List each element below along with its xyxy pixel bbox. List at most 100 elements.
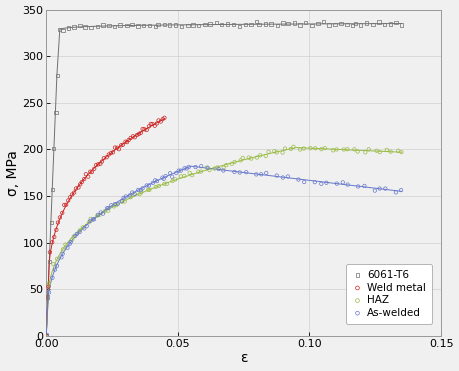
Weld metal (66, 194, 73, 200)
Weld metal (127, 135, 134, 141)
As-welded (53, 263, 61, 269)
HAZ (50, 261, 57, 267)
HAZ (247, 155, 255, 161)
HAZ (53, 256, 61, 262)
As-welded (81, 226, 88, 232)
As-welded (257, 171, 265, 177)
6061-T6 (134, 23, 142, 29)
Weld metal (100, 155, 107, 161)
As-welded (103, 205, 111, 211)
As-welded (66, 241, 73, 247)
HAZ (146, 187, 153, 193)
Weld metal (72, 186, 79, 191)
As-welded (301, 179, 308, 185)
HAZ (398, 149, 405, 155)
As-welded (183, 165, 190, 171)
6061-T6 (106, 23, 113, 29)
Weld metal (90, 166, 98, 172)
As-welded (382, 186, 389, 191)
As-welded (64, 245, 71, 251)
6061-T6 (152, 24, 159, 30)
6061-T6 (190, 22, 197, 28)
As-welded (129, 190, 136, 196)
As-welded (87, 218, 94, 224)
As-welded (59, 251, 66, 257)
HAZ (245, 155, 252, 161)
Weld metal (77, 181, 84, 187)
As-welded (323, 180, 330, 186)
HAZ (94, 213, 101, 219)
As-welded (361, 183, 368, 189)
As-welded (168, 174, 176, 180)
Weld metal (159, 116, 167, 122)
HAZ (136, 191, 143, 197)
As-welded (162, 173, 169, 179)
HAZ (214, 164, 221, 170)
6061-T6 (59, 28, 67, 34)
HAZ (271, 148, 278, 154)
6061-T6 (280, 20, 287, 26)
HAZ (312, 145, 319, 151)
HAZ (112, 202, 120, 208)
6061-T6 (154, 22, 162, 28)
6061-T6 (43, 332, 50, 338)
As-welded (173, 170, 180, 176)
HAZ (307, 145, 314, 151)
As-welded (318, 181, 325, 187)
6061-T6 (117, 22, 124, 28)
HAZ (297, 147, 304, 152)
6061-T6 (206, 21, 213, 27)
As-welded (160, 176, 168, 182)
6061-T6 (202, 22, 209, 28)
HAZ (87, 216, 94, 222)
6061-T6 (65, 25, 72, 31)
Weld metal (68, 191, 76, 197)
HAZ (42, 334, 50, 340)
6061-T6 (308, 23, 316, 29)
HAZ (62, 242, 69, 247)
6061-T6 (357, 22, 364, 28)
Weld metal (129, 133, 137, 139)
Weld metal (113, 145, 121, 151)
HAZ (253, 155, 261, 161)
Weld metal (82, 171, 90, 177)
HAZ (127, 194, 134, 200)
HAZ (237, 157, 244, 163)
6061-T6 (369, 22, 377, 28)
HAZ (163, 181, 170, 187)
Weld metal (87, 169, 94, 175)
As-welded (118, 198, 126, 204)
HAZ (351, 146, 358, 152)
HAZ (85, 219, 93, 225)
As-welded (51, 267, 59, 273)
HAZ (161, 181, 168, 187)
As-welded (149, 180, 157, 186)
As-welded (167, 170, 174, 176)
HAZ (96, 212, 103, 218)
As-welded (242, 169, 250, 175)
6061-T6 (44, 294, 51, 300)
As-welded (139, 186, 146, 191)
6061-T6 (262, 21, 269, 27)
Weld metal (46, 249, 54, 255)
Weld metal (146, 124, 153, 129)
Y-axis label: σ, MPa: σ, MPa (6, 150, 20, 196)
X-axis label: ε: ε (240, 351, 247, 365)
HAZ (265, 149, 272, 155)
HAZ (376, 149, 383, 155)
As-welded (134, 187, 142, 193)
As-welded (153, 178, 161, 184)
HAZ (273, 150, 280, 155)
Weld metal (118, 142, 125, 148)
6061-T6 (81, 24, 89, 30)
Weld metal (59, 210, 66, 216)
As-welded (143, 183, 150, 188)
6061-T6 (274, 23, 281, 29)
Weld metal (155, 118, 162, 124)
6061-T6 (381, 22, 388, 27)
As-welded (231, 169, 238, 175)
As-welded (181, 165, 188, 171)
6061-T6 (166, 22, 174, 28)
As-welded (371, 188, 379, 194)
As-welded (146, 183, 153, 188)
